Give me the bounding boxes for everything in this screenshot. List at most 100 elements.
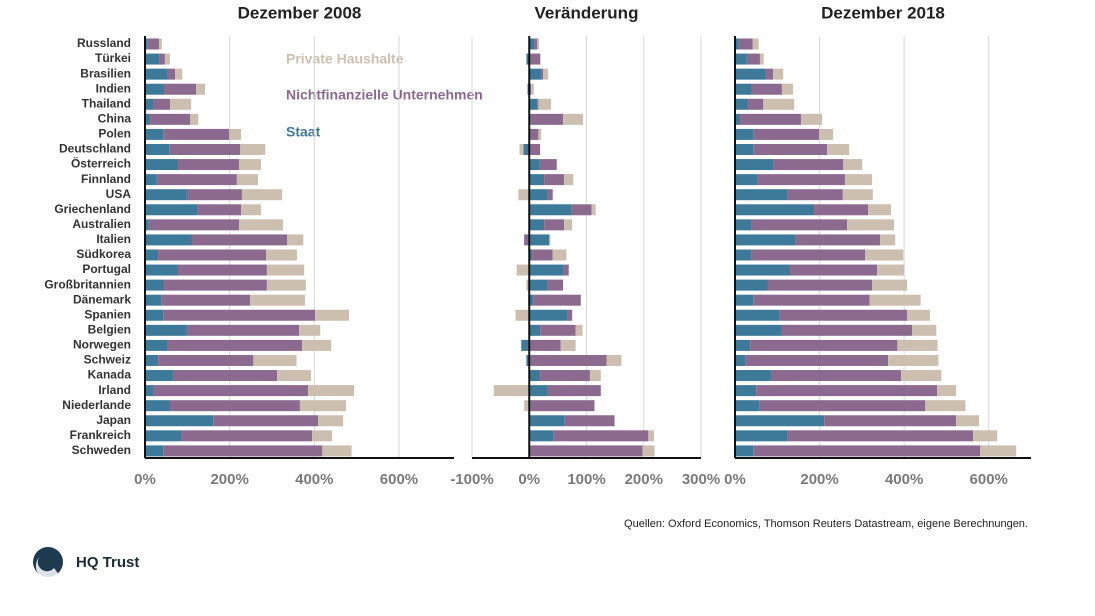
bar-segment [266,264,305,276]
bar-segment [847,219,894,231]
x-tick-label: 200% [800,471,838,488]
bar-segment [753,128,820,140]
bar-segment [145,309,164,321]
bar-segment [827,143,850,155]
bar-segment [553,430,649,442]
bar-segment [956,415,979,427]
x-tick-label: -100% [450,471,493,488]
bar-segment [299,324,321,336]
bar-segment [530,83,534,95]
bar-segment [163,445,323,457]
bar-segment [529,264,564,276]
bar-segment [529,38,535,50]
panel-title: Dezember 2008 [238,3,362,22]
x-tick-label: 0% [724,471,746,488]
bar-segment [530,128,539,140]
bar-segment [735,354,746,366]
bar-segment [530,445,643,457]
bar-segment [145,83,165,95]
bar-segment [164,83,197,95]
bar-segment [735,370,771,382]
bar-segment [735,219,752,231]
category-label: Australien [72,217,131,231]
category-label: Polen [98,127,131,141]
bar-segment [787,189,843,201]
category-label: Schweden [72,443,131,457]
bar-segment [980,445,1017,457]
category-label: Großbritannien [44,277,131,291]
bar-segment [145,415,214,427]
bar-segment [735,385,757,397]
bar-segment [877,264,905,276]
bar-segment [302,339,332,351]
bar-segment [937,385,957,397]
bar-segment [150,113,191,125]
bar-segment [735,339,751,351]
bar-segment [773,68,784,80]
bar-segment [145,279,165,291]
x-tick-label: 300% [682,471,720,488]
bar-segment [735,53,747,65]
bar-segment [145,128,164,140]
bar-segment [745,354,889,366]
category-label: USA [106,187,132,201]
bar-segment [538,128,542,140]
bar-segment [145,113,151,125]
legend-entry: Nichtfinanzielle Unternehmen [286,87,483,103]
bar-segment [537,98,539,110]
bar-segment [277,370,311,382]
bar-segment [240,143,266,155]
bar-segment [546,279,564,291]
bar-segment [145,249,159,261]
bar-segment [186,324,300,336]
bar-segment [735,143,754,155]
bar-segment [538,159,557,171]
bar-segment [735,204,815,216]
bar-segment [145,430,181,442]
bar-segment [529,385,547,397]
bar-segment [238,219,283,231]
bar-segment [546,385,601,397]
bar-segment [145,324,187,336]
bar-segment [529,415,565,427]
bar-segment [735,430,788,442]
category-label: Türkei [95,51,131,65]
bar-segment [145,159,179,171]
bar-segment [148,219,239,231]
bar-segment [880,234,896,246]
bar-segment [145,234,192,246]
category-label: Indien [96,81,131,95]
bar-segment [145,68,168,80]
bar-segment [299,400,347,412]
bar-segment [563,264,569,276]
bar-segment [169,143,241,155]
bar-segment [524,234,530,246]
bar-segment [145,219,149,231]
bar-segment [253,354,297,366]
bar-segment [529,189,547,201]
bar-segment [789,264,878,276]
bar-segment [735,249,752,261]
bar-segment [735,174,758,186]
bar-segment [529,370,541,382]
bar-segment [735,445,754,457]
category-label: Brasilien [80,66,131,80]
bar-segment [868,204,892,216]
bar-segment [145,38,148,50]
bar-segment [735,415,825,427]
bar-segment [318,415,344,427]
bar-segment [759,53,764,65]
bar-segment [175,68,183,80]
bar-segment [249,294,306,306]
bar-segment [266,279,306,291]
bar-segment [493,385,530,397]
bar-segment [145,339,168,351]
bar-segment [529,53,541,65]
bar-segment [753,445,981,457]
bar-segment [537,38,539,50]
bar-segment [529,159,539,171]
bar-segment [872,279,908,291]
bar-segment [161,294,250,306]
bar-segment [865,249,904,261]
bar-segment [819,128,834,140]
